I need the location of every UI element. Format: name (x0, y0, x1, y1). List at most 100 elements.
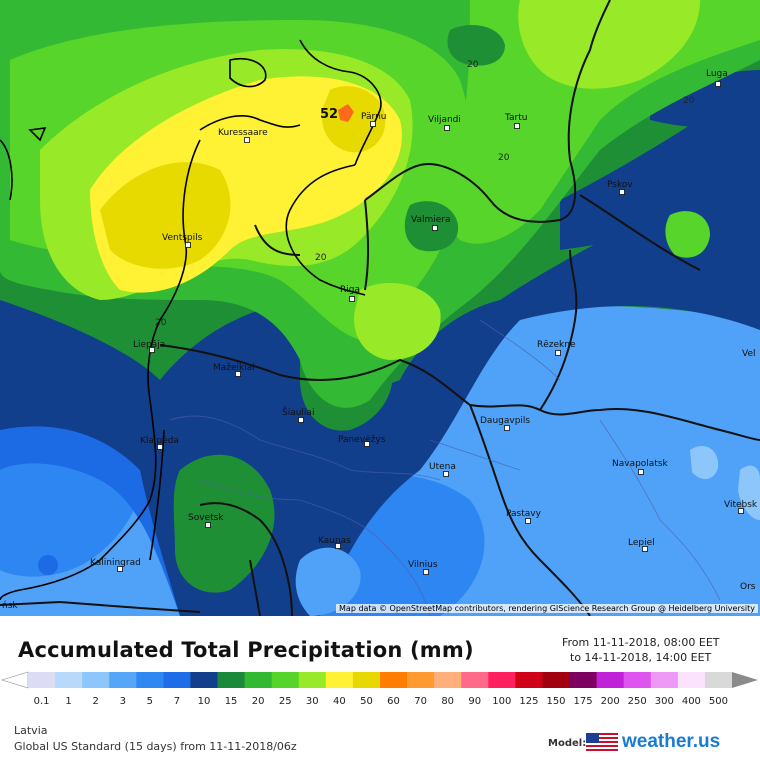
color-scale-bar (0, 671, 758, 689)
scale-swatch (569, 672, 597, 688)
contour-label-20-tartu: 20 (498, 153, 510, 163)
scale-swatch (271, 672, 300, 688)
scale-swatch (542, 672, 570, 688)
peak-marker (338, 104, 354, 122)
city-dot-lepiel (642, 546, 648, 552)
scale-swatch (488, 672, 516, 688)
band-30-40-riga (354, 282, 441, 360)
city-label-vilnius: Vilnius (408, 560, 438, 570)
city-dot-klaipeda (157, 444, 163, 450)
scale-swatch (325, 672, 354, 688)
city-dot-ventspils (185, 242, 191, 248)
contour-label-20-riga: 20 (315, 253, 327, 263)
scale-tick-label: 15 (224, 696, 238, 707)
band-2-3-vitebsk (738, 465, 760, 520)
city-label-west-edge: ńsk (2, 601, 18, 611)
city-dot-riga (349, 296, 355, 302)
scale-swatch (596, 672, 624, 688)
scale-swatch (704, 672, 733, 688)
city-label-klaipeda: Klaipėda (140, 436, 179, 446)
contour-label-20-liepaja: 20 (155, 318, 167, 328)
scale-tick-label: 300 (654, 696, 674, 707)
scale-swatch (28, 672, 56, 688)
city-label-pskov: Pskov (607, 180, 633, 190)
city-label-riga: Riga (340, 285, 360, 295)
scale-tick-label: 5 (146, 696, 154, 707)
scale-swatch (380, 672, 408, 688)
scale-tick-label: 90 (468, 696, 482, 707)
admin-boundaries (169, 319, 721, 616)
country-borders (0, 0, 760, 616)
peak-value-label: 52 (320, 107, 338, 122)
scale-swatch (298, 672, 327, 688)
city-label-luga: Luga (706, 69, 728, 79)
precipitation-map: 20 20 20 20 20 52 Kuressaare Pärnu Viljand… (0, 0, 760, 616)
city-dot-mazeikiai (235, 371, 241, 377)
color-scale-labels: 0.1 1 2 3 5 7 10 15 20 25 30 40 50 60 70 80 90 100 125 150 1… (0, 696, 760, 710)
city-dot-tartu (514, 123, 520, 129)
city-dot-pskov (619, 189, 625, 195)
city-dot-navapolatsk (638, 469, 644, 475)
scale-tick-label: 500 (708, 696, 728, 707)
city-label-mazeikiai: Mažeikiai (213, 363, 255, 373)
scale-tick-label: 30 (305, 696, 319, 707)
scale-swatch (55, 672, 83, 688)
scale-swatch (623, 672, 652, 688)
city-label-kaliningrad: Kaliningrad (90, 558, 141, 568)
band-10-15-ne2 (650, 70, 760, 128)
coastlines (0, 39, 382, 601)
map-attribution: Map data © OpenStreetMap contributors, r… (336, 604, 758, 613)
scale-tick-label: 100 (492, 696, 512, 707)
scale-arrow-low (0, 671, 29, 689)
scale-tick-label: 175 (573, 696, 593, 707)
scale-tick-label: 2 (92, 696, 99, 707)
city-dot-viljandi (444, 125, 450, 131)
city-dot-rezekne (555, 350, 561, 356)
band-15-20-island (173, 454, 275, 593)
scale-tick-label: 400 (681, 696, 701, 707)
band-25-30-east (448, 0, 760, 244)
city-label-siauliai: Šiauliai (282, 406, 314, 418)
scale-tick-label: 150 (546, 696, 566, 707)
city-label-navapolatsk: Navapolatsk (612, 459, 669, 469)
city-dot-kaliningrad (117, 566, 123, 572)
band-3-5-south (295, 547, 361, 616)
forecast-period: From 11-11-2018, 08:00 EET to 14-11-2018… (562, 635, 720, 665)
city-dot-pastavy (525, 518, 531, 524)
band-15-20-lakes (447, 25, 505, 66)
scale-tick-label: 10 (197, 696, 211, 707)
model-label: Model: (548, 738, 587, 749)
model-run-label: Global US Standard (15 days) from 11-11-… (14, 740, 297, 753)
city-dot-kuressaare (244, 137, 250, 143)
band-2-3-navapolatsk (690, 446, 719, 480)
scale-tick-label: 20 (251, 696, 265, 707)
scale-swatch (190, 672, 218, 688)
city-dot-daugavpils (504, 425, 510, 431)
region-label: Latvia (14, 724, 48, 737)
city-label-orsha: Ors (740, 582, 756, 592)
contour-label-20-lakes: 20 (467, 60, 479, 70)
band-50-60 (100, 162, 231, 269)
band-25-30-pskov (665, 211, 710, 258)
city-label-kaunas: Kaunas (318, 536, 351, 546)
scale-swatch (407, 672, 435, 688)
weather-us-logo[interactable]: weather.us (622, 731, 721, 752)
scale-tick-label: 50 (360, 696, 373, 707)
city-label-parnu: Pärnu (361, 112, 387, 122)
scale-swatch (650, 672, 679, 688)
band-15-20-valmiera (404, 201, 459, 252)
city-dot-parnu (370, 121, 376, 127)
scale-swatch (217, 672, 245, 688)
scale-tick-label: 40 (333, 696, 346, 707)
city-label-valmiera: Valmiera (411, 215, 451, 225)
scale-swatch (461, 672, 489, 688)
scale-swatch (109, 672, 137, 688)
city-label-sovetsk: Sovetsk (188, 513, 224, 523)
city-label-daugavpils: Daugavpils (480, 416, 530, 426)
city-label-liepaja: Liepāja (133, 340, 165, 350)
city-label-viljandi: Viljandi (428, 115, 461, 125)
scale-swatch (434, 672, 462, 688)
scale-tick-label: 1 (65, 696, 72, 707)
us-flag-icon (586, 733, 618, 751)
scale-tick-label: 125 (519, 696, 539, 707)
